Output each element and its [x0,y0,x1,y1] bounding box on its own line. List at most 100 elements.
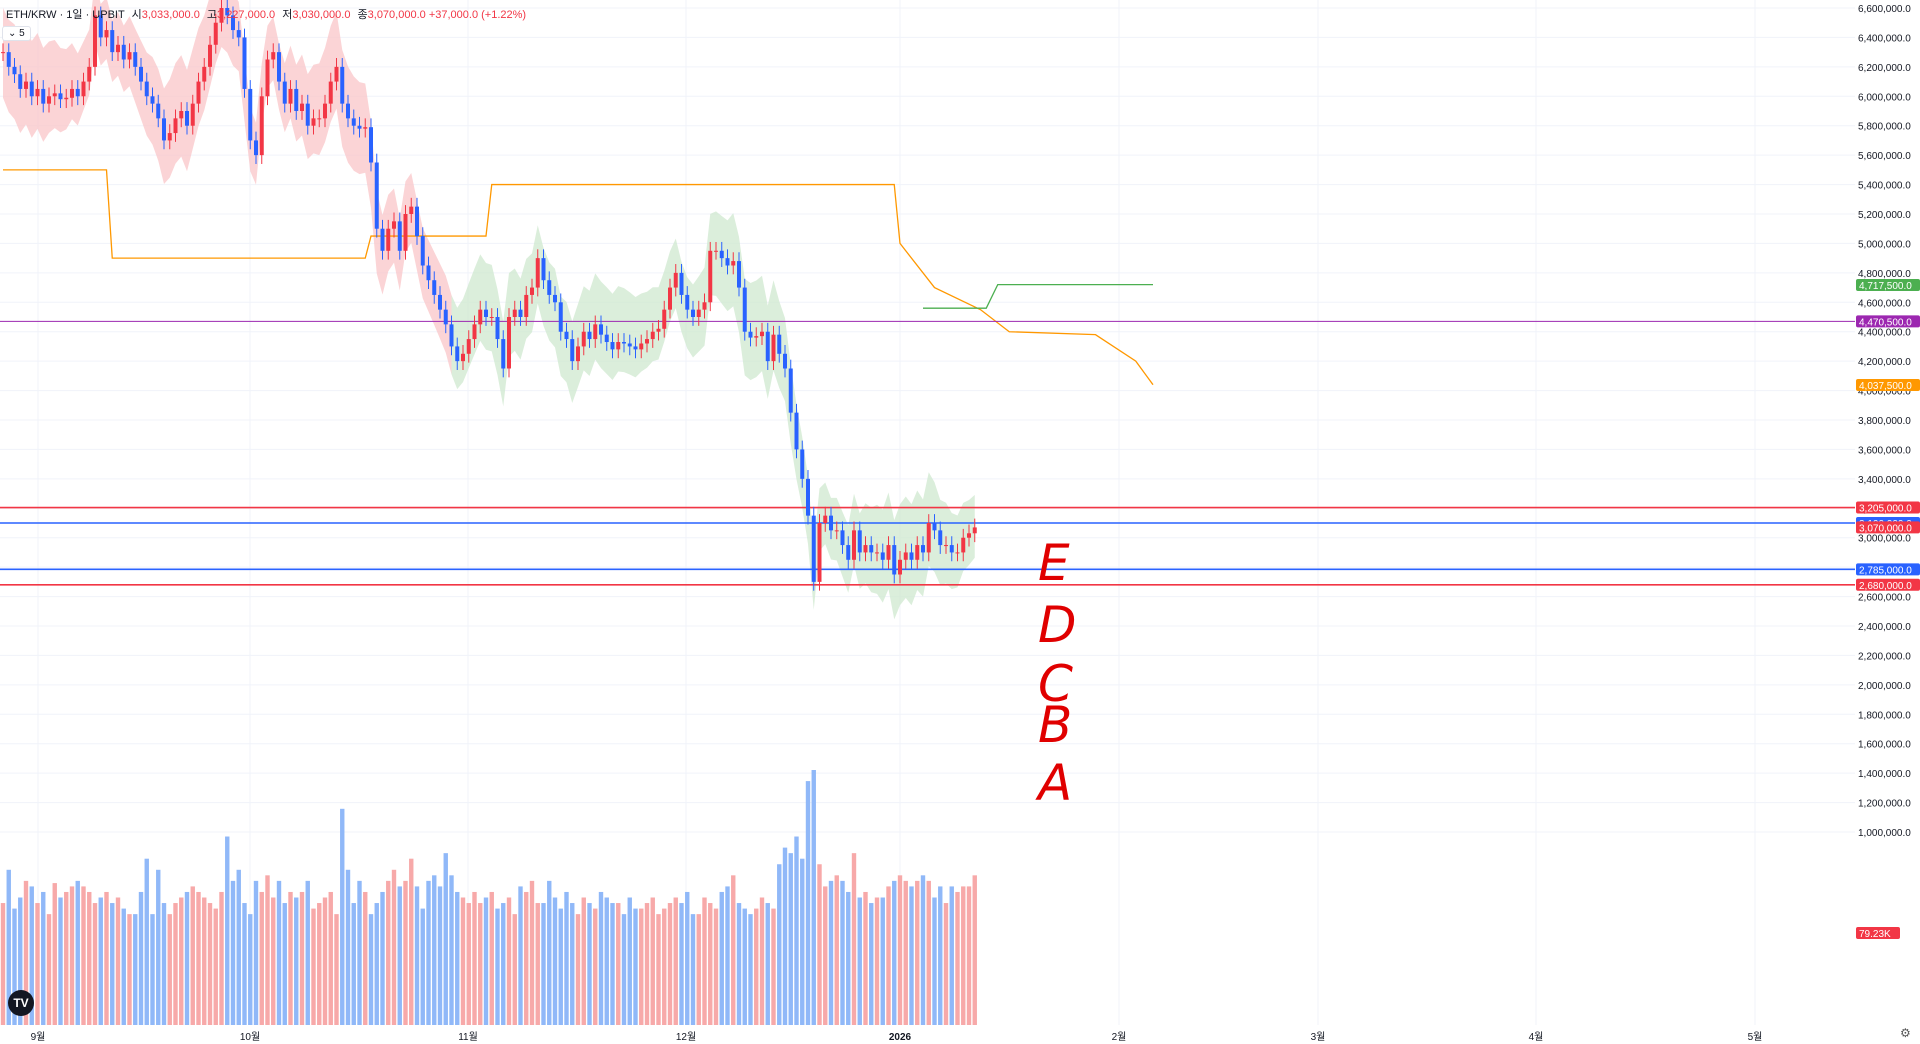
volume-bar [478,903,483,1025]
volume-bar [391,869,397,1025]
volume-bar [138,891,144,1025]
volume-bar [340,808,345,1025]
volume-bar [489,891,494,1025]
volume-bar [483,897,489,1025]
volume-bar [69,886,75,1025]
candle-body [489,317,494,318]
volume-bar [161,903,167,1025]
candle-body [202,66,207,82]
volume-bar [432,875,437,1025]
price-tick-label: 3,800,000.0 [1858,416,1911,427]
volume-bar [311,908,316,1025]
candle-body [880,552,885,560]
volume-bar [35,903,40,1025]
volume-bar [874,897,880,1025]
price-tick-label: 4,600,000.0 [1858,298,1911,309]
volume-bar [541,903,546,1025]
candle-body [323,103,327,119]
candle-body [294,88,299,111]
volume-bar [455,891,460,1025]
candle-body [771,334,776,362]
annotation-letter: D [1038,596,1077,654]
candle-body [915,545,920,560]
volume-bar [886,886,891,1025]
price-tick-label: 5,000,000.0 [1858,239,1911,250]
volume-bar [650,897,655,1025]
candle-body [714,250,718,252]
candle-body [420,236,425,266]
volume-bar [167,914,172,1025]
volume-bar [92,903,98,1025]
candle-body [564,331,569,340]
indicator-toggle-button[interactable]: ⌄ 5 [2,26,31,41]
candle-body [403,214,408,251]
volume-bar [368,914,374,1025]
candle-body [875,552,879,554]
candle-body [317,118,322,120]
volume-bar [708,903,713,1025]
candle-body [334,66,339,82]
volume-bar [52,883,57,1025]
price-tick-label: 2,400,000.0 [1858,622,1911,633]
low-label: 저 [282,9,293,21]
volume-bar [110,903,115,1025]
volume-bar [943,903,949,1025]
volume-bar [173,903,178,1025]
candle-body [93,15,97,67]
volume-bar [777,864,782,1025]
candle-body [41,88,46,104]
candle-body [507,317,511,369]
volume-bar [248,914,253,1025]
volume-bar [23,880,29,1025]
candle-body [938,530,943,546]
change-value: +37,000.0 (+1.22%) [428,9,527,21]
volume-bar [639,908,644,1025]
gear-icon[interactable]: ⚙ [1900,1026,1911,1040]
volume-bar [754,908,759,1025]
volume-bar [127,914,132,1025]
time-tick-label: 2월 [1112,1031,1127,1043]
volume-bar [259,891,264,1025]
candle-body [662,309,667,329]
price-tag-label: 3,205,000.0 [1859,504,1912,515]
volume-bar [397,886,402,1025]
candle-body [909,552,914,560]
price-tick-label: 3,600,000.0 [1858,445,1911,456]
price-tag [1856,501,1920,514]
volume-bar [29,886,34,1025]
price-tick-label: 6,400,000.0 [1858,33,1911,44]
candle-body [501,339,506,369]
volume-bar [869,903,874,1025]
volume-bar [685,891,690,1025]
candle-body [685,294,690,310]
candle-body [518,309,523,317]
volume-bar [426,880,431,1025]
volume-bar [742,908,747,1025]
candle-body [213,22,218,45]
candle-body [288,88,293,104]
price-tag-label: 4,037,500.0 [1859,381,1912,392]
candle-body [208,44,212,67]
time-tick-label: 9월 [31,1031,46,1043]
candle-body [81,81,86,97]
volume-bar [892,880,897,1025]
volume-bar [443,853,448,1025]
volume-bar [880,897,885,1025]
candle-body [765,331,770,362]
candle-body [656,328,661,332]
volume-bar [156,869,161,1025]
volume-bar [972,875,977,1025]
volume-bar [460,897,466,1025]
candle-body [886,545,891,560]
volume-bar [713,908,719,1025]
open-value: 3,033,000.0 [141,9,200,21]
volume-bar [518,886,523,1025]
volume-bar [466,903,471,1025]
volume-bar [955,891,960,1025]
volume-bar [121,908,126,1025]
candle-body [340,66,345,104]
candle-body [242,37,247,89]
volume-bar [357,880,362,1025]
tradingview-logo-icon[interactable]: TV [8,990,34,1016]
